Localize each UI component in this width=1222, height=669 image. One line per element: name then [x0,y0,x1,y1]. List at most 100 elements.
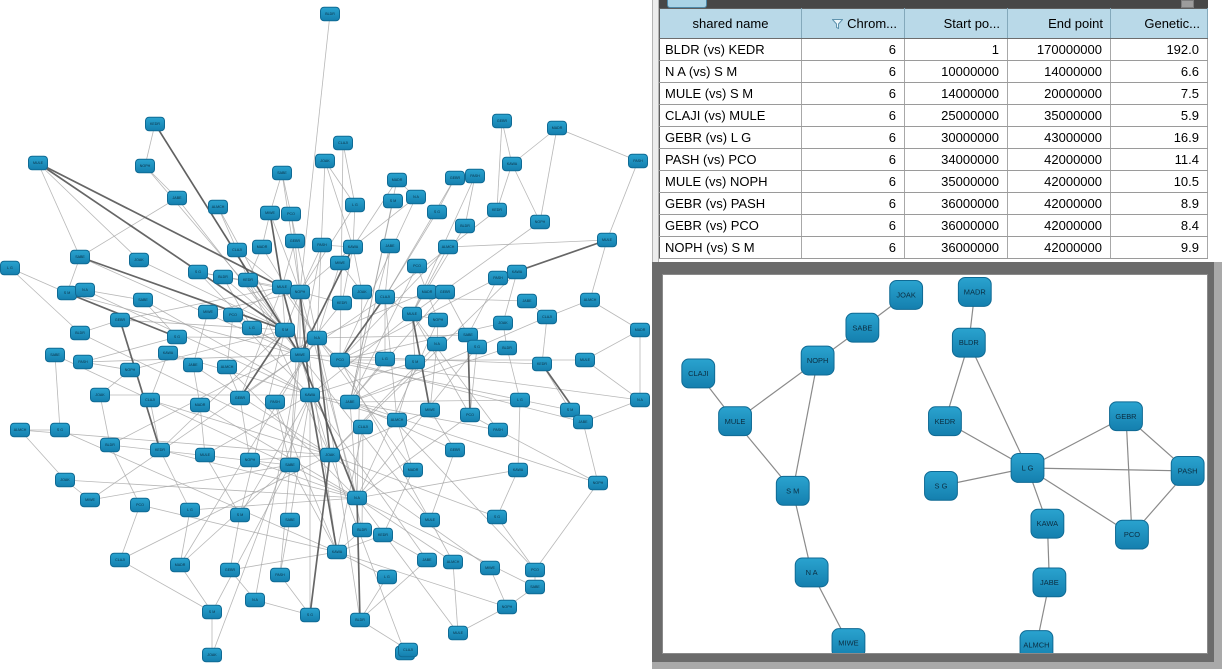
node-gebr[interactable]: GEBR [435,284,455,300]
node-joak[interactable]: JOAK [55,472,75,488]
node-n-a[interactable]: N A [630,392,650,408]
node-kedr[interactable]: KEDR [532,356,552,372]
node-madr[interactable]: MADR [190,397,210,413]
node-jabe[interactable]: JABE [167,190,187,206]
node-almch[interactable]: ALMCH [10,422,30,438]
node-madr[interactable]: MADR [403,462,423,478]
cell-start-point[interactable]: 36000000 [904,236,1008,259]
node-s-g[interactable]: S G [300,607,320,623]
node-bldr[interactable]: BLDR [352,522,372,538]
node-sabe[interactable]: SABE [133,292,153,308]
node-mule[interactable]: MULE [718,406,752,437]
node-almch[interactable]: ALMCH [1019,630,1054,653]
node-sabe[interactable]: SABE [525,579,545,595]
node-almch[interactable]: ALMCH [208,199,228,215]
node-jabe[interactable]: JABE [517,293,537,309]
node-n-a[interactable]: N A [406,189,426,205]
cell-end-point[interactable]: 42000000 [1007,214,1111,237]
cell-chromosome[interactable]: 6 [801,192,905,215]
table-row[interactable]: GEBR (vs) PASH 6 36000000 42000000 8.9 [659,192,1208,215]
node-miwe[interactable]: MIWE [80,492,100,508]
node-pash[interactable]: PASH [270,567,290,583]
node-noph[interactable]: NOPH [800,345,835,376]
node-almch[interactable]: ALMCH [580,292,600,308]
cell-genetic[interactable]: 16.9 [1110,126,1208,149]
cell-shared-name[interactable]: GEBR (vs) PASH [659,192,802,215]
node-pco[interactable]: PCO [407,258,427,274]
node-madr[interactable]: MADR [957,276,992,307]
col-header-end-point[interactable]: End point [1007,8,1111,39]
node-miwe[interactable]: MIWE [831,628,866,653]
node-s-g[interactable]: S G [467,339,487,355]
node-pco[interactable]: PCO [130,497,150,513]
node-bldr[interactable]: BLDR [213,269,233,285]
node-claji[interactable]: CLAJI [227,242,247,258]
node-kawa[interactable]: KAWA [343,239,363,255]
table-row[interactable]: N A (vs) S M 6 10000000 14000000 6.6 [659,60,1208,83]
node-noph[interactable]: NOPH [428,312,448,328]
node-jabe[interactable]: JABE [340,394,360,410]
cell-end-point[interactable]: 20000000 [1007,82,1111,105]
node-kawa[interactable]: KAWA [327,544,347,560]
cell-end-point[interactable]: 170000000 [1007,38,1111,61]
node-madr[interactable]: MADR [630,322,650,338]
node-pash[interactable]: PASH [265,394,285,410]
node-pash[interactable]: PASH [312,237,332,253]
node-gebr[interactable]: GEBR [445,170,465,186]
node-s-g[interactable]: S G [487,509,507,525]
node-madr[interactable]: MADR [170,557,190,573]
cell-shared-name[interactable]: GEBR (vs) PCO [659,214,802,237]
node-n-a[interactable]: N A [245,592,265,608]
node-mule[interactable]: MULE [597,232,617,248]
node-jabe[interactable]: JABE [1032,567,1067,598]
node-noph[interactable]: NOPH [135,158,155,174]
cell-chromosome[interactable]: 6 [801,126,905,149]
node-miwe[interactable]: MIWE [290,347,310,363]
cell-genetic[interactable]: 7.5 [1110,82,1208,105]
node-joak[interactable]: JOAK [493,315,513,331]
cell-start-point[interactable]: 36000000 [904,192,1008,215]
network-edge[interactable] [1027,467,1188,472]
cell-genetic[interactable]: 192.0 [1110,38,1208,61]
table-row[interactable]: GEBR (vs) PCO 6 36000000 42000000 8.4 [659,214,1208,237]
cell-genetic[interactable]: 9.9 [1110,236,1208,259]
node-miwe[interactable]: MIWE [330,255,350,271]
network-edge[interactable] [792,360,819,491]
node-s-g[interactable]: S G [188,264,208,280]
node-pco[interactable]: PCO [525,562,545,578]
cell-shared-name[interactable]: GEBR (vs) L G [659,126,802,149]
cell-shared-name[interactable]: BLDR (vs) KEDR [659,38,802,61]
node-almch[interactable]: ALMCH [438,239,458,255]
node-bldr[interactable]: BLDR [350,612,370,628]
node-claji[interactable]: CLAJI [375,289,395,305]
node-mule[interactable]: MULE [448,625,468,641]
node-kedr[interactable]: KEDR [487,202,507,218]
node-miwe[interactable]: MIWE [260,205,280,221]
node-miwe[interactable]: MIWE [420,402,440,418]
cell-chromosome[interactable]: 6 [801,236,905,259]
node-sabe[interactable]: SABE [45,347,65,363]
node-joak[interactable]: JOAK [202,647,222,663]
cell-genetic[interactable]: 11.4 [1110,148,1208,171]
node-n-a[interactable]: N A [794,557,829,588]
network-edge[interactable] [1125,416,1133,535]
node-kedr[interactable]: KEDR [145,116,165,132]
node-bldr[interactable]: BLDR [100,437,120,453]
node-madr[interactable]: MADR [387,172,407,188]
cell-end-point[interactable]: 14000000 [1007,60,1111,83]
node-s-m[interactable]: S M [202,604,222,620]
node-l-g[interactable]: L G [377,569,397,585]
node-pash[interactable]: PASH [73,354,93,370]
node-noph[interactable]: NOPH [588,475,608,491]
cell-start-point[interactable]: 10000000 [904,60,1008,83]
node-miwe[interactable]: MIWE [198,304,218,320]
node-s-m[interactable]: S M [405,354,425,370]
node-joak[interactable]: JOAK [889,279,924,310]
node-bldr[interactable]: BLDR [70,325,90,341]
node-bldr[interactable]: BLDR [951,327,986,358]
node-joak[interactable]: JOAK [352,284,372,300]
node-pco[interactable]: PCO [330,352,350,368]
cell-genetic[interactable]: 8.9 [1110,192,1208,215]
cell-shared-name[interactable]: N A (vs) S M [659,60,802,83]
node-jabe[interactable]: JABE [183,357,203,373]
